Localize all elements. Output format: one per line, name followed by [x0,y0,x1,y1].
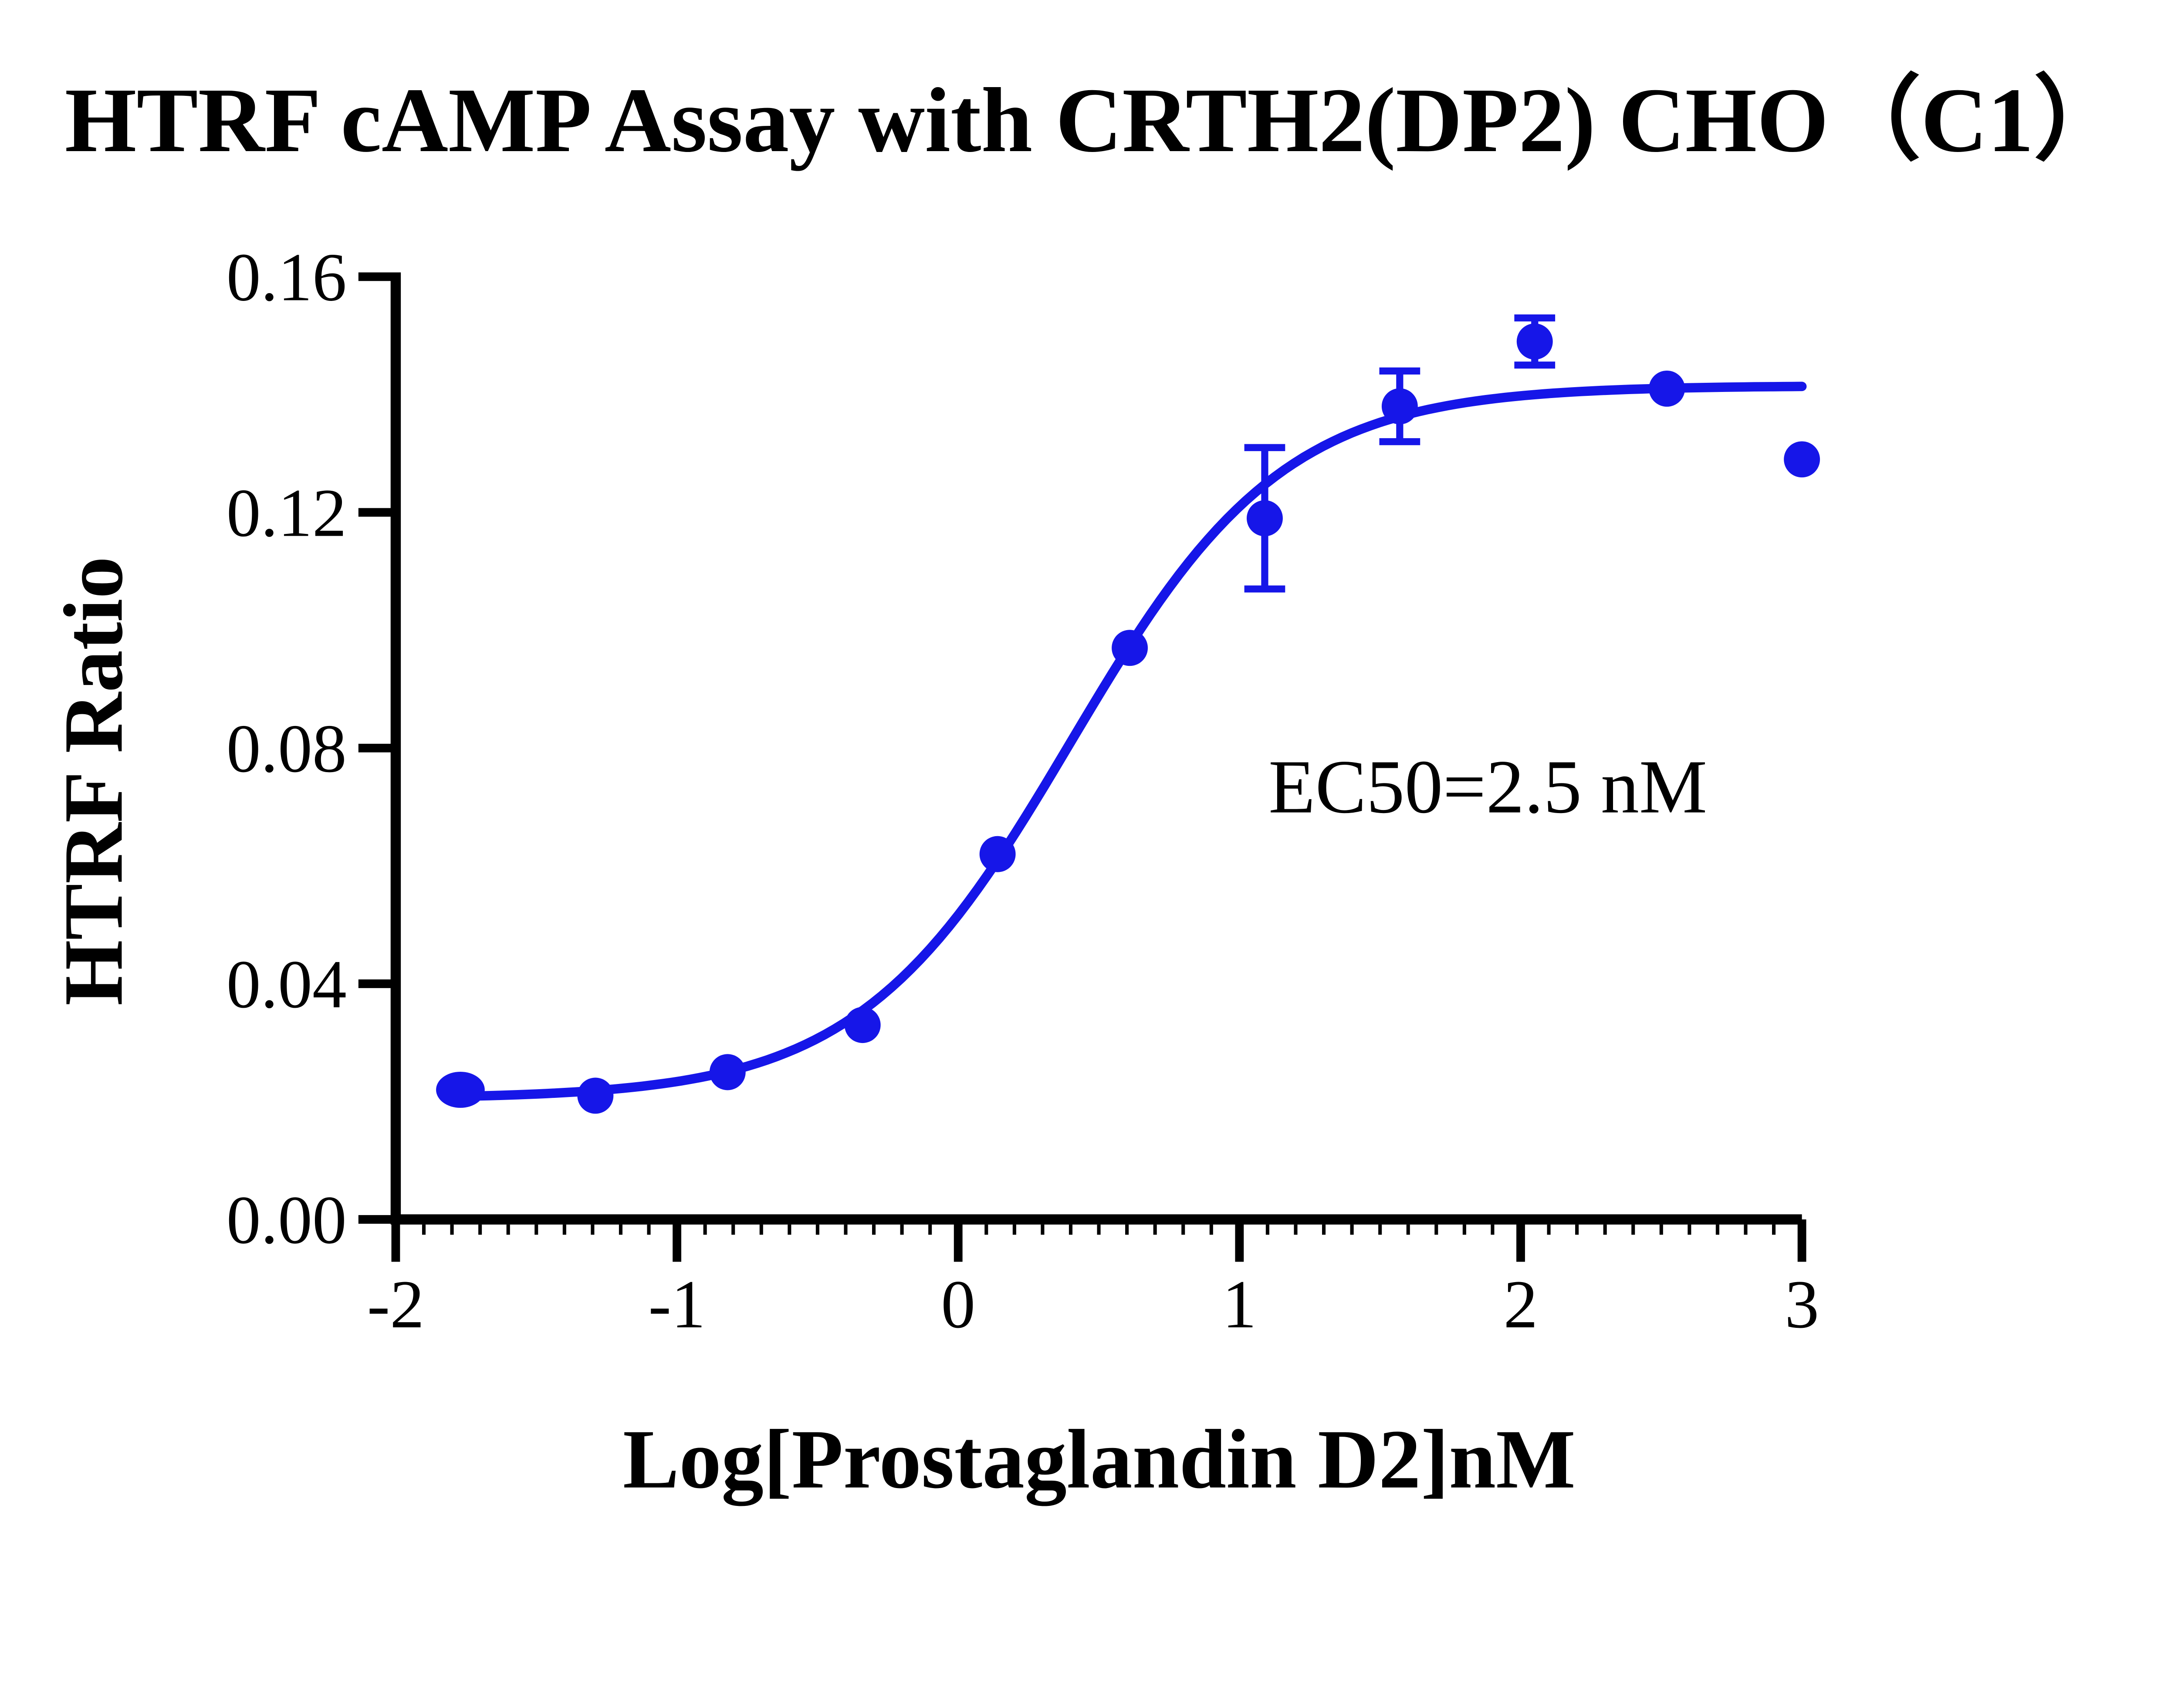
data-point [577,1077,614,1114]
x-axis-title: Log[Prostaglandin D2]nM [623,1412,1576,1506]
chart-title: HTRF cAMP Assay with CRTH2(DP2) CHO（C1） [65,69,2126,171]
y-axis-title: HTRF Ratio [46,557,140,1006]
data-point [1516,323,1553,360]
axes: 0.00 0.04 0.08 0.12 0.16 -2 -1 0 1 2 3 [227,239,1819,1342]
dose-response-chart: HTRF cAMP Assay with CRTH2(DP2) CHO（C1） … [46,69,2126,1506]
data-point [844,1007,881,1043]
data-point [436,1071,485,1108]
data-point [1784,441,1820,478]
x-tick-label: 2 [1504,1266,1538,1343]
y-tick-label: 0.04 [227,946,347,1023]
plot-series [436,314,1820,1114]
x-tick-label: -1 [648,1266,705,1343]
x-tick-label: -2 [367,1266,424,1343]
data-point [1246,500,1283,537]
data-point [979,836,1016,872]
x-tick-label: 3 [1785,1266,1819,1343]
data-point [1649,370,1685,407]
data-point [709,1054,746,1090]
y-tick-label: 0.12 [227,475,347,551]
data-point [1112,630,1148,666]
x-tick-label: 1 [1222,1266,1257,1343]
x-tick-label: 0 [941,1266,975,1343]
y-tick-label: 0.00 [227,1182,347,1258]
figure: HTRF cAMP Assay with CRTH2(DP2) CHO（C1） … [46,68,2126,1506]
fit-curve [456,381,1807,1101]
y-tick-label: 0.08 [227,711,347,787]
y-tick-label: 0.16 [227,239,347,315]
ec50-annotation: EC50=2.5 nM [1268,745,1707,830]
data-point [1381,388,1418,425]
